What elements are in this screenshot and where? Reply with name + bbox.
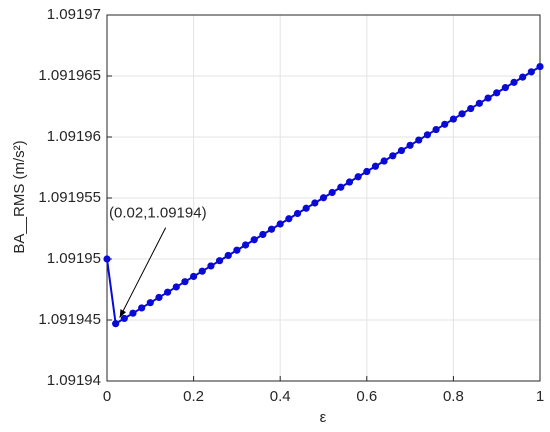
marker [190,272,198,281]
y-tick-label: 1.09194 [47,372,101,389]
marker [527,68,535,76]
marker [423,131,432,139]
marker [432,125,440,134]
marker [501,83,509,92]
marker [536,63,544,71]
marker [467,104,475,113]
marker [164,288,172,296]
marker [415,136,423,144]
marker [458,110,466,118]
marker [259,230,267,239]
y-tick-label: 1.09195 [47,250,101,267]
marker [484,94,492,102]
x-tick-label: 0.8 [443,388,464,405]
marker [129,309,137,317]
x-tick-label: 1 [536,388,544,405]
marker [406,141,414,149]
marker [267,225,276,233]
marker [233,246,241,254]
x-tick-label: 0.2 [183,388,204,405]
marker [371,162,380,170]
marker [319,194,328,202]
marker [224,251,232,260]
marker [345,178,354,186]
marker [172,283,180,291]
marker [311,199,319,207]
marker [207,262,215,270]
marker [302,204,310,212]
annotation: (0.02,1.09194) [109,205,207,222]
marker [510,78,518,86]
marker [519,73,527,81]
marker [120,314,128,323]
marker [155,293,163,302]
y-tick-label: 1.091945 [38,311,101,328]
marker [112,320,120,328]
marker [380,157,388,165]
marker [146,299,154,307]
marker [449,115,457,123]
marker [198,267,206,275]
y-tick-label: 1.09197 [47,6,101,23]
y-tick-label: 1.091955 [38,189,101,206]
x-tick-label: 0 [103,388,111,405]
x-tick-label: 0.4 [270,388,291,405]
marker [293,209,302,218]
x-axis-label: ε [320,409,327,426]
marker [493,89,501,97]
marker [215,257,224,265]
marker [389,152,397,160]
x-tick-label: 0.6 [356,388,377,405]
y-tick-label: 1.091965 [38,67,101,84]
marker [328,188,336,197]
marker [397,146,406,155]
marker [138,304,146,312]
plot-frame [106,14,541,382]
marker [103,255,111,263]
marker [285,215,293,223]
y-axis-label: BA__RMS (m/s²) [11,140,28,253]
marker [241,241,250,249]
marker [354,173,362,181]
marker [276,220,284,228]
marker [363,167,371,176]
annotation-arrow [119,227,167,318]
marker [441,120,449,128]
marker [250,236,258,244]
marker [181,278,189,286]
marker [337,183,345,191]
marker [475,99,483,107]
y-tick-label: 1.09196 [47,128,101,145]
